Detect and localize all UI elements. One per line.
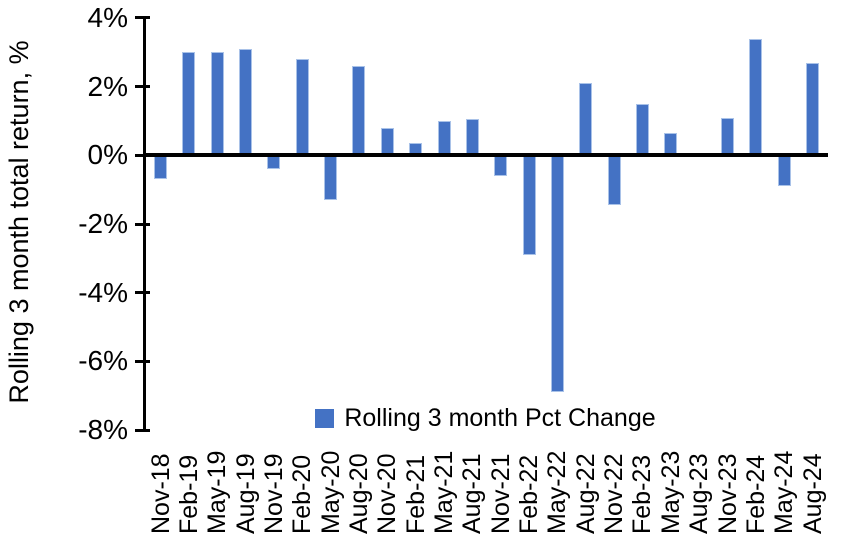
bar-Nov-19 bbox=[267, 155, 281, 170]
x-tick-label-Feb-20: Feb-20 bbox=[288, 454, 317, 534]
x-tick-label-Nov-18: Nov-18 bbox=[146, 453, 175, 534]
bar-May-19 bbox=[210, 52, 224, 156]
legend-label: Rolling 3 month Pct Change bbox=[344, 404, 656, 432]
bar-Nov-21 bbox=[494, 155, 508, 176]
y-tick-mark bbox=[135, 291, 150, 295]
bar-Aug-22 bbox=[579, 83, 593, 156]
bar-Nov-23 bbox=[721, 117, 734, 156]
y-axis-title: Rolling 3 month total return, % bbox=[4, 40, 34, 404]
legend: Rolling 3 month Pct Change bbox=[143, 402, 828, 434]
y-tick-mark bbox=[135, 153, 150, 157]
x-tick-label-May-24: May-24 bbox=[770, 450, 799, 534]
y-tick-label: 0% bbox=[87, 139, 128, 171]
x-tick-label-Nov-19: Nov-19 bbox=[259, 453, 288, 534]
y-tick-label: -6% bbox=[78, 345, 128, 377]
legend-swatch-icon bbox=[315, 408, 335, 428]
bar-Aug-24 bbox=[806, 62, 820, 156]
zero-baseline bbox=[144, 153, 828, 157]
x-tick-label-May-21: May-21 bbox=[430, 450, 458, 534]
y-tick-mark bbox=[135, 222, 150, 226]
y-tick-mark bbox=[135, 428, 150, 432]
bar-Nov-20 bbox=[380, 127, 394, 156]
x-tick-label-May-20: May-20 bbox=[316, 450, 345, 534]
bar-May-21 bbox=[437, 120, 451, 156]
x-tick-label-Aug-23: Aug-23 bbox=[685, 453, 714, 534]
x-tick-label-Nov-21: Nov-21 bbox=[486, 453, 515, 534]
bar-Feb-19 bbox=[182, 52, 196, 156]
x-tick-label-Aug-22: Aug-22 bbox=[571, 453, 600, 534]
y-tick-mark bbox=[135, 16, 150, 20]
x-tick-label-Nov-23: Nov-23 bbox=[713, 453, 742, 534]
x-tick-label-May-22: May-22 bbox=[543, 450, 572, 534]
bar-Aug-19 bbox=[239, 48, 253, 156]
y-tick-mark bbox=[135, 359, 150, 363]
x-tick-label-Nov-20: Nov-20 bbox=[373, 453, 402, 534]
y-tick-label: -8% bbox=[78, 414, 128, 446]
y-tick-label: -2% bbox=[78, 208, 128, 239]
x-tick-label-May-23: May-23 bbox=[656, 450, 685, 534]
bar-May-22 bbox=[550, 155, 564, 393]
bar-Aug-20 bbox=[352, 65, 366, 156]
bar-Feb-23 bbox=[635, 103, 649, 156]
bar-Aug-21 bbox=[465, 119, 479, 156]
y-tick-label: -4% bbox=[78, 276, 128, 308]
y-tick-label: 4% bbox=[87, 1, 128, 33]
x-tick-label-Aug-24: Aug-24 bbox=[798, 453, 827, 534]
bar-May-23 bbox=[664, 132, 678, 156]
bar-Nov-22 bbox=[607, 155, 621, 206]
bar-May-20 bbox=[324, 155, 338, 200]
x-tick-label-Aug-20: Aug-20 bbox=[344, 453, 373, 534]
bar-Feb-24 bbox=[749, 38, 763, 156]
y-tick-mark bbox=[135, 85, 150, 89]
x-tick-label-Feb-19: Feb-19 bbox=[174, 454, 203, 534]
bar-Feb-22 bbox=[522, 155, 536, 255]
y-tick-label: 2% bbox=[87, 70, 128, 102]
x-tick-label-Nov-22: Nov-22 bbox=[600, 453, 629, 534]
x-tick-label-Feb-22: Feb-22 bbox=[515, 454, 544, 534]
bar-May-24 bbox=[777, 155, 791, 187]
bar-Nov-18 bbox=[154, 155, 167, 180]
x-tick-label-Feb-24: Feb-24 bbox=[741, 454, 770, 534]
x-tick-label-Feb-23: Feb-23 bbox=[628, 454, 657, 534]
bar-Feb-20 bbox=[295, 59, 309, 156]
x-tick-label-Feb-21: Feb-21 bbox=[401, 454, 430, 534]
x-tick-label-Aug-19: Aug-19 bbox=[231, 453, 260, 534]
x-tick-label-May-19: May-19 bbox=[203, 450, 232, 534]
x-tick-label-Aug-21: Aug-21 bbox=[458, 453, 487, 534]
